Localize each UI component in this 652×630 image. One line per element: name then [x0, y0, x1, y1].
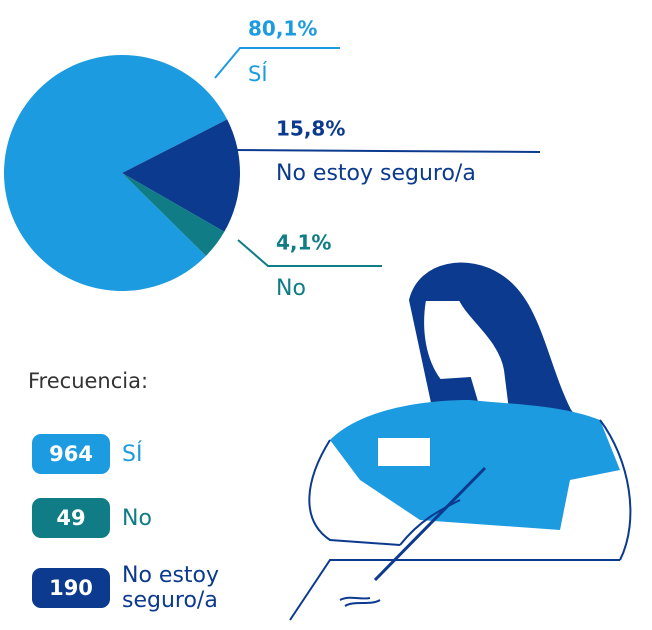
percent-label: 4,1% — [276, 231, 331, 255]
leader-line — [214, 47, 340, 79]
category-label: SÍ — [248, 61, 268, 86]
pie-slice — [3, 55, 228, 291]
count-badge: 190 — [32, 568, 110, 608]
leader-line — [231, 149, 541, 153]
legend-label: No — [122, 505, 152, 531]
pie-slice — [122, 119, 240, 232]
count-badge: 49 — [32, 498, 110, 538]
leader-line — [237, 239, 382, 267]
legend-label: No estoy seguro/a — [122, 563, 220, 613]
legend-label: SÍ — [122, 441, 143, 467]
category-label: No estoy seguro/a — [276, 161, 476, 186]
legend-item: 190 No estoy seguro/a — [32, 563, 252, 613]
percent-label: 15,8% — [276, 117, 345, 141]
count-badge: 964 — [32, 434, 110, 474]
illustration — [289, 262, 632, 621]
legend-item: 964 SÍ — [32, 434, 252, 474]
percent-label: 80,1% — [248, 17, 317, 41]
pie-slice — [122, 173, 225, 256]
legend-item: 49 No — [32, 498, 252, 538]
category-label: No — [276, 276, 306, 301]
frequency-title: Frecuencia: — [28, 369, 148, 393]
